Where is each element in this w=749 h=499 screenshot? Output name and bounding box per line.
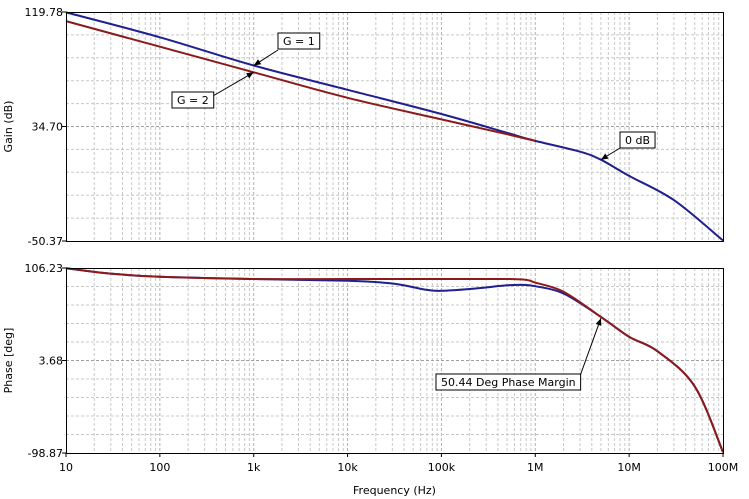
annotation: 50.44 Deg Phase Margin	[435, 318, 602, 391]
annotation-label: G = 2	[177, 94, 209, 107]
x-tick-label: 1M	[527, 461, 544, 474]
phase-grid	[66, 268, 723, 453]
x-tick-label: 10k	[337, 461, 358, 474]
y-tick-label: -50.37	[28, 235, 63, 248]
gain-series	[65, 11, 724, 242]
phase-panel: 106.23 3.68 -98.87 10 100 1k 10k 100k 1M 10M 100M…	[2, 262, 738, 497]
x-tick-label: 100	[149, 461, 170, 474]
annotation-arrowhead	[253, 59, 262, 66]
x-tick-label: 10	[59, 461, 73, 474]
annotation-box	[277, 32, 321, 50]
annotation-box	[435, 373, 582, 391]
gain-y-axis-label: Gain (dB)	[2, 101, 15, 153]
annotation-arrowhead	[600, 153, 609, 160]
x-tick-label: 100M	[708, 461, 739, 474]
gain-y-ticks: 119.78 34.70 -50.37	[25, 6, 66, 248]
annotation: G = 1	[253, 32, 321, 66]
annotation-arrowhead	[246, 72, 254, 79]
gain-plot-area	[66, 12, 723, 241]
phase-y-ticks: 106.23 3.68 -98.87	[25, 262, 66, 460]
annotation-label: 50.44 Deg Phase Margin	[441, 376, 576, 389]
annotation-leader	[579, 318, 602, 377]
series-line-g-2	[65, 267, 724, 453]
x-tick-label: 10M	[617, 461, 641, 474]
annotation-arrowhead	[595, 318, 602, 326]
phase-frame	[66, 268, 724, 454]
phase-y-axis-label: Phase [deg]	[2, 328, 15, 394]
annotation: G = 2	[171, 71, 254, 109]
gain-annotations: G = 1 G = 2 0 dB	[171, 32, 656, 161]
x-tick-label: 1k	[247, 461, 261, 474]
x-tick-label: 100k	[428, 461, 456, 474]
series-line-g-2	[65, 20, 536, 142]
phase-annotations: 50.44 Deg Phase Margin	[435, 318, 602, 391]
gain-grid	[66, 12, 723, 241]
x-axis-ticks: 10 100 1k 10k 100k 1M 10M 100M	[59, 453, 738, 474]
annotation-label: 0 dB	[625, 134, 650, 147]
gain-frame	[66, 12, 724, 242]
y-tick-label: 119.78	[25, 6, 64, 19]
annotation-box	[171, 91, 215, 109]
series-line-g-1	[65, 11, 724, 242]
annotation-box	[619, 131, 656, 149]
annotation: 0 dB	[600, 131, 656, 161]
x-axis-label: Frequency (Hz)	[353, 484, 436, 497]
y-tick-label: 34.70	[32, 121, 64, 134]
y-tick-label: 106.23	[25, 262, 64, 275]
annotation-label: G = 1	[283, 35, 315, 48]
y-tick-label: 3.68	[39, 355, 64, 368]
gain-panel: 119.78 34.70 -50.37 Gain (dB) G = 1 G = 2 0 …	[2, 6, 724, 248]
phase-series	[65, 267, 724, 453]
y-tick-label: -98.87	[28, 447, 63, 460]
